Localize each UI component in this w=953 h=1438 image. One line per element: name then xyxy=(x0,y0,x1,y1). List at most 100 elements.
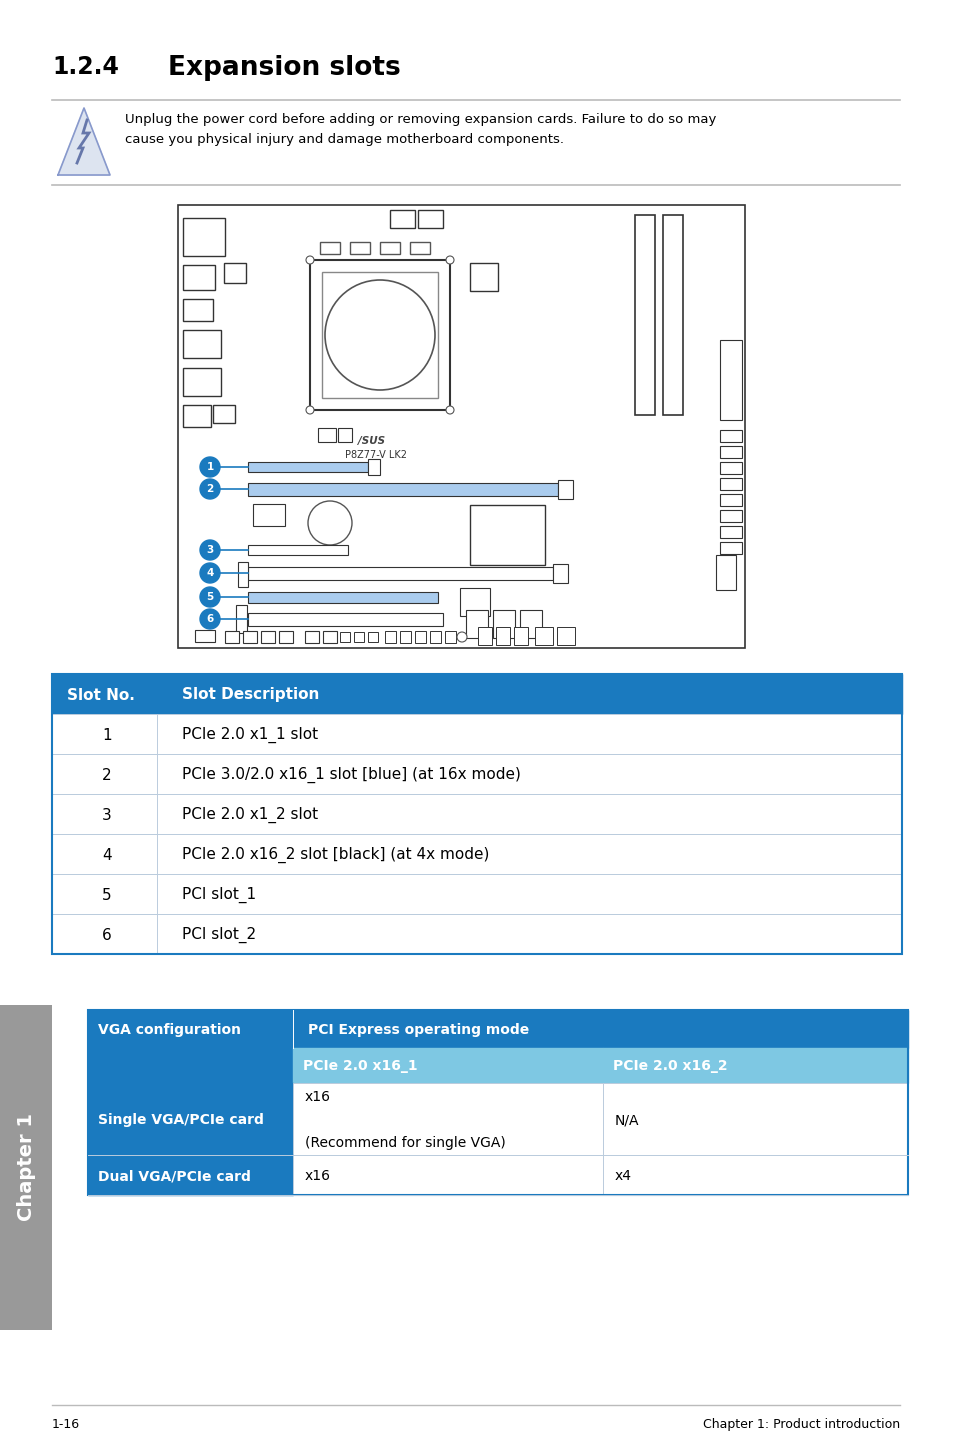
Text: Chapter 1: Product introduction: Chapter 1: Product introduction xyxy=(702,1418,899,1431)
Text: 4: 4 xyxy=(206,568,213,578)
Text: PCI slot_1: PCI slot_1 xyxy=(182,887,255,903)
Bar xyxy=(417,210,442,229)
Bar xyxy=(52,715,901,754)
Bar xyxy=(444,631,456,643)
Bar xyxy=(183,299,213,321)
Bar xyxy=(493,610,515,638)
Bar xyxy=(0,1005,52,1330)
Bar xyxy=(496,627,510,646)
Text: 1-16: 1-16 xyxy=(52,1418,80,1431)
Bar xyxy=(310,260,450,410)
Circle shape xyxy=(456,631,467,641)
Text: 3: 3 xyxy=(206,545,213,555)
Bar xyxy=(237,562,248,587)
Bar xyxy=(470,505,544,565)
Bar xyxy=(720,526,741,538)
Bar xyxy=(261,631,274,643)
Circle shape xyxy=(200,564,220,582)
Text: 6: 6 xyxy=(206,614,213,624)
Text: x4: x4 xyxy=(615,1169,631,1183)
Bar xyxy=(88,1048,293,1083)
Circle shape xyxy=(325,280,435,390)
Circle shape xyxy=(200,541,220,559)
Bar xyxy=(52,874,901,915)
Bar xyxy=(88,1009,907,1195)
Bar xyxy=(385,631,395,643)
Text: 5: 5 xyxy=(102,887,112,903)
Text: 1.2.4: 1.2.4 xyxy=(52,55,119,79)
Bar xyxy=(183,219,225,256)
Text: x16: x16 xyxy=(305,1169,331,1183)
Bar xyxy=(278,631,293,643)
Text: Single VGA/PCIe card: Single VGA/PCIe card xyxy=(98,1113,264,1127)
Bar xyxy=(183,265,214,290)
Text: P8Z77-V LK2: P8Z77-V LK2 xyxy=(345,450,407,460)
Bar xyxy=(368,631,377,641)
Text: PCIe 2.0 x1_1 slot: PCIe 2.0 x1_1 slot xyxy=(182,726,317,743)
Circle shape xyxy=(200,610,220,628)
Bar xyxy=(720,339,741,420)
Bar xyxy=(553,564,567,582)
Bar xyxy=(635,216,655,416)
Bar xyxy=(248,462,368,472)
Bar xyxy=(477,627,492,646)
Text: /​SUS: /​SUS xyxy=(357,436,385,446)
Bar xyxy=(305,631,318,643)
Bar xyxy=(52,674,901,953)
Text: PCIe 2.0 x1_2 slot: PCIe 2.0 x1_2 slot xyxy=(182,807,317,823)
Circle shape xyxy=(200,457,220,477)
Text: 3: 3 xyxy=(102,808,112,823)
Bar xyxy=(558,480,573,499)
Bar xyxy=(183,368,221,395)
Bar xyxy=(339,631,350,641)
Bar xyxy=(557,627,575,646)
Bar xyxy=(183,329,221,358)
Text: 6: 6 xyxy=(102,928,112,942)
Bar xyxy=(720,510,741,522)
Text: 1: 1 xyxy=(102,728,112,742)
Bar xyxy=(459,588,490,615)
Text: PCI slot_2: PCI slot_2 xyxy=(182,928,255,943)
Bar xyxy=(88,1155,293,1195)
Bar xyxy=(178,206,744,649)
Bar xyxy=(368,459,379,475)
Polygon shape xyxy=(58,108,110,175)
Text: N/A: N/A xyxy=(615,1113,639,1127)
Text: Dual VGA/PCIe card: Dual VGA/PCIe card xyxy=(98,1169,251,1183)
Bar xyxy=(720,462,741,475)
Bar xyxy=(350,242,370,255)
Bar xyxy=(248,483,558,496)
Bar xyxy=(248,613,442,626)
Bar xyxy=(52,915,901,953)
Bar xyxy=(248,545,348,555)
Text: PCI Express operating mode: PCI Express operating mode xyxy=(308,1022,529,1037)
Bar xyxy=(662,216,682,416)
Bar xyxy=(470,263,497,290)
Bar xyxy=(720,430,741,441)
Bar xyxy=(235,605,247,633)
Bar xyxy=(465,610,488,638)
Bar xyxy=(410,242,430,255)
Bar xyxy=(720,495,741,506)
Bar xyxy=(379,242,399,255)
Bar xyxy=(716,555,735,590)
Text: 4: 4 xyxy=(102,847,112,863)
Text: Expansion slots: Expansion slots xyxy=(168,55,400,81)
Text: PCIe 2.0 x16_2: PCIe 2.0 x16_2 xyxy=(613,1058,727,1073)
Bar xyxy=(88,1009,907,1048)
Bar xyxy=(322,272,437,398)
Bar xyxy=(519,610,541,638)
Bar xyxy=(430,631,440,643)
Circle shape xyxy=(308,500,352,545)
Bar xyxy=(253,503,285,526)
Circle shape xyxy=(200,587,220,607)
Text: 1: 1 xyxy=(206,462,213,472)
Bar xyxy=(415,631,426,643)
Bar xyxy=(52,834,901,874)
Bar xyxy=(213,406,234,423)
Bar xyxy=(52,754,901,794)
Bar xyxy=(390,210,415,229)
Bar xyxy=(225,631,239,643)
Text: 2: 2 xyxy=(206,485,213,495)
Bar xyxy=(720,477,741,490)
